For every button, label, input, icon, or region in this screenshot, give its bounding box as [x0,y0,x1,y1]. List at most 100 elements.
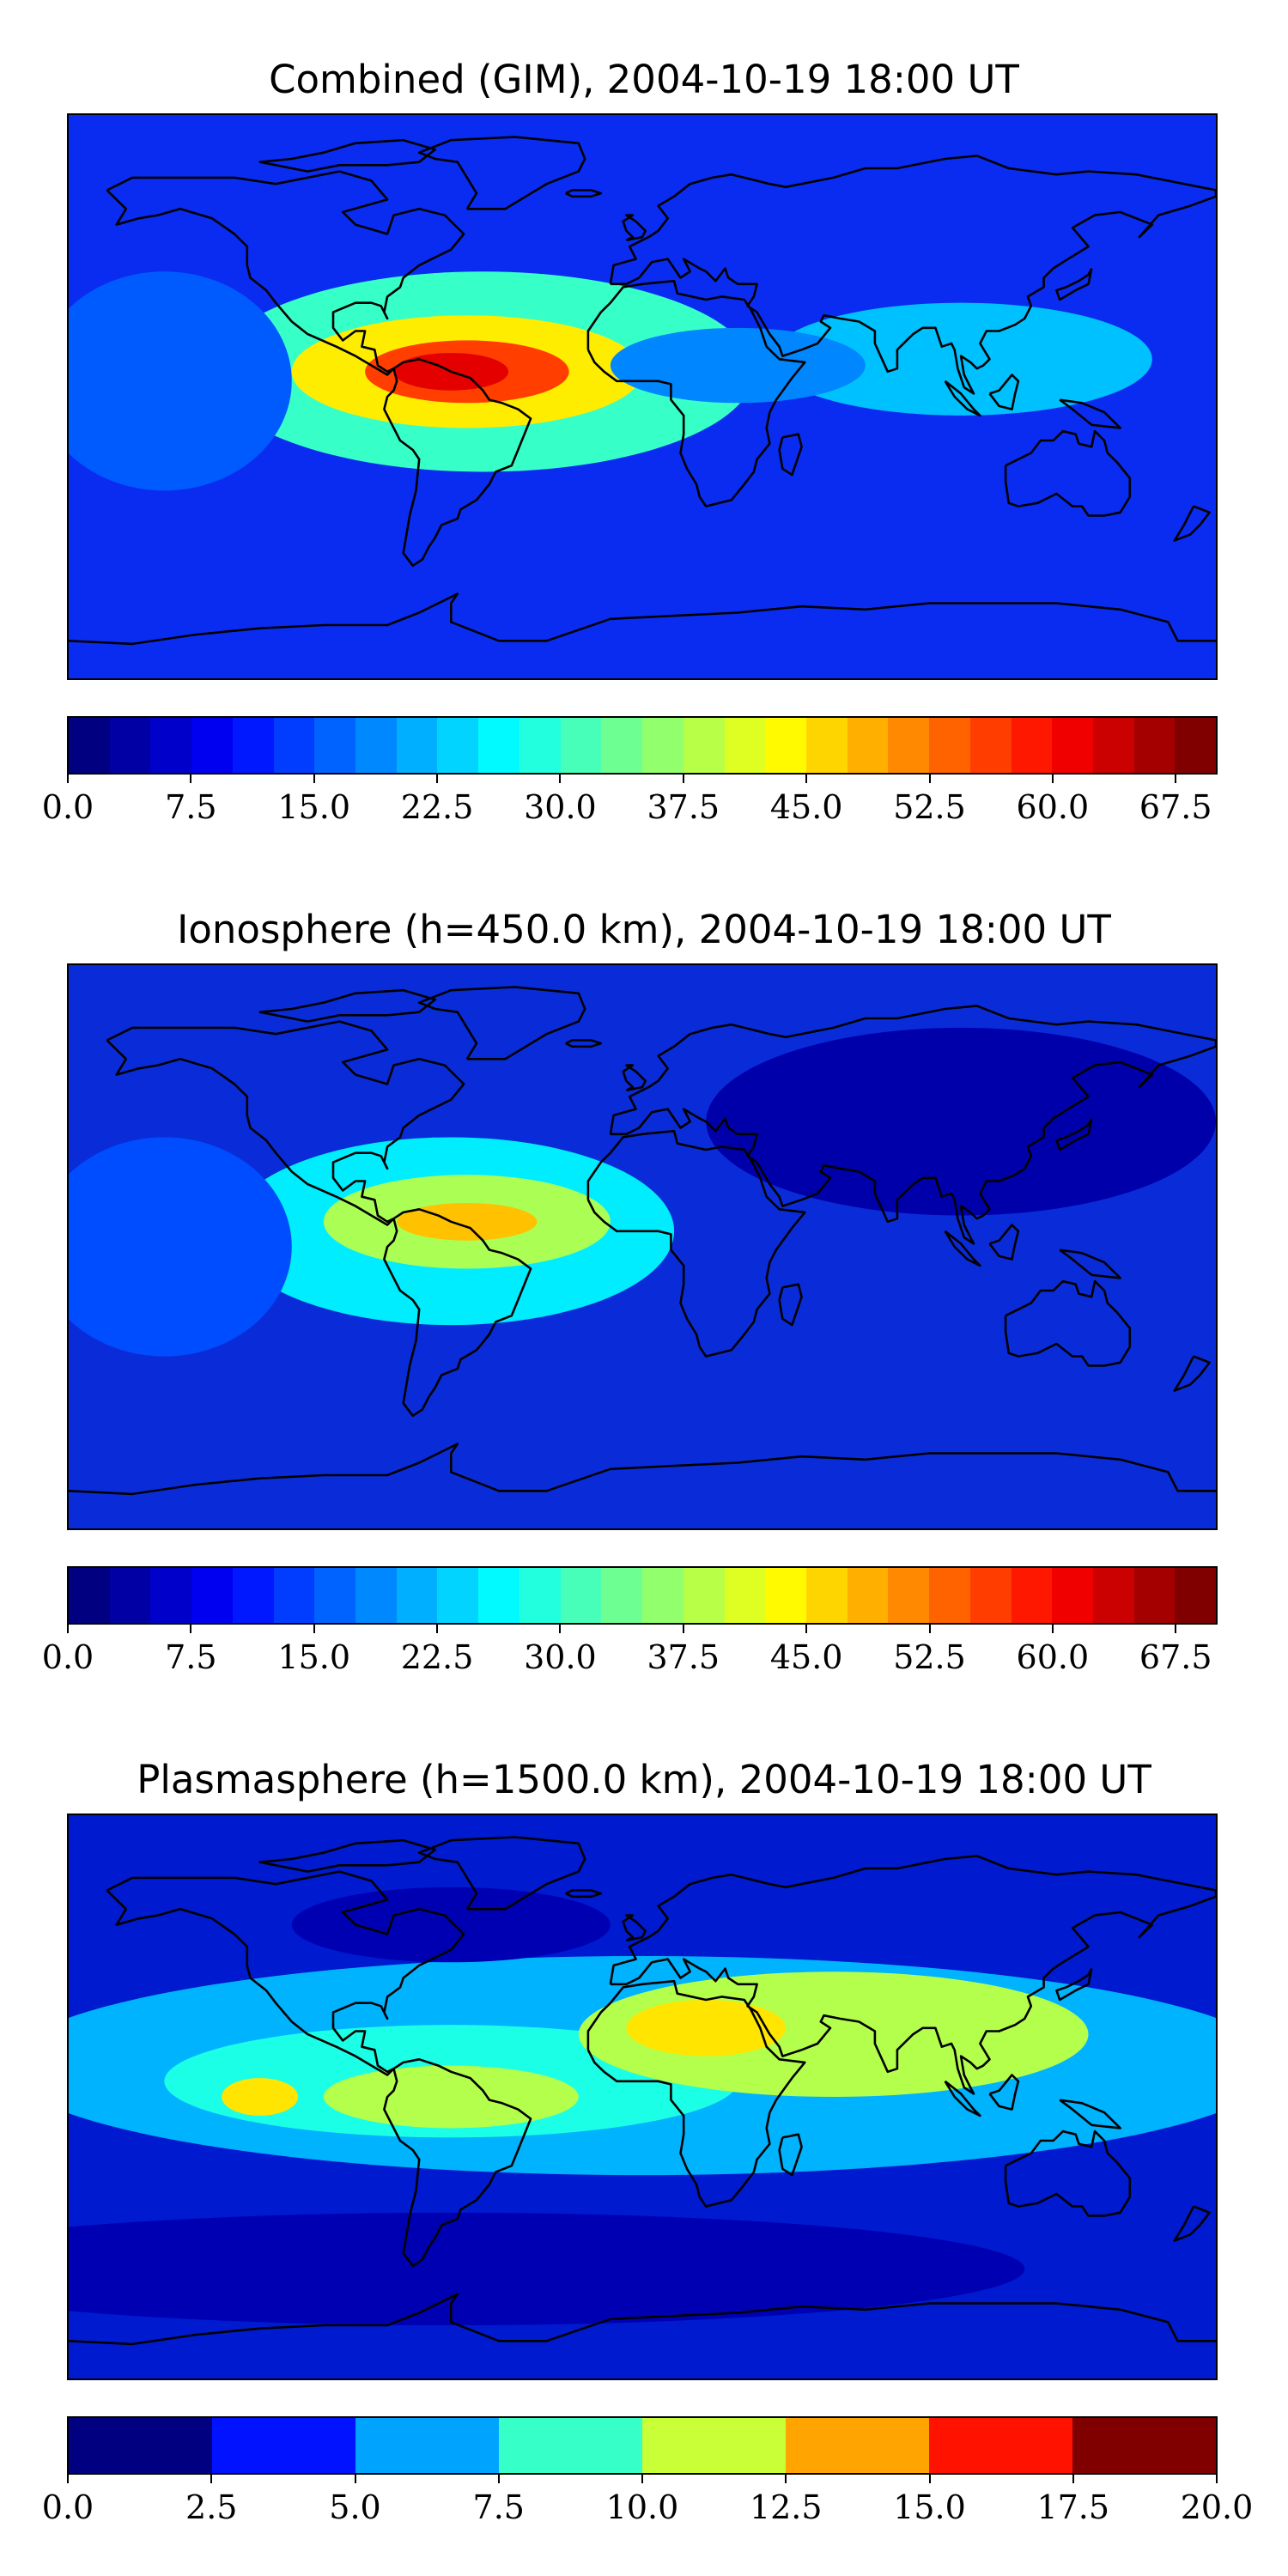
contour-region-6 [69,271,292,491]
coastline-3 [609,1855,1216,2095]
map-plasmasphere [67,1814,1218,2380]
coastline-13 [1059,2099,1121,2129]
colorbar-tick-mark [928,1625,931,1633]
colorbar-tick-label: 67.5 [1139,788,1212,826]
coastline-12 [988,374,1020,410]
coastline-7 [258,138,437,173]
coastline-0 [106,1870,465,2076]
coastline-5 [69,2293,1216,2346]
colorbar-segment [69,718,110,773]
colorbar-segment [191,1568,233,1623]
colorbar-segment [765,1568,806,1623]
colorbar-tick-mark [354,2475,356,2483]
colorbar-tick-label: 52.5 [893,1638,966,1676]
colorbar-tick-mark [436,775,439,783]
coastline-2 [586,1979,806,2208]
contour-region-4 [69,1137,292,1357]
coastline-2 [586,279,806,507]
contour-region-5 [222,2078,299,2116]
colorbar-segment [437,718,479,773]
coastlines [69,136,1216,646]
colorbar-combined [67,716,1218,775]
contour-region-6 [291,1886,611,1963]
colorbar-segment [355,2418,499,2473]
colorbar-tick-mark [497,2475,500,2483]
coastlines [69,986,1216,1496]
coastline-0 [106,170,465,376]
colorbar-tick-mark [805,1625,808,1633]
colorbar-segment [929,1568,970,1623]
colorbar-segment [560,718,602,773]
coastline-4 [1004,1279,1132,1367]
coastline-5 [69,592,1216,646]
coastline-10 [1055,1118,1093,1151]
colorbar-segment [642,718,683,773]
contour-region-4 [626,2000,786,2057]
coastline-13 [1059,398,1121,429]
contour-region-3 [323,2065,579,2129]
colorbar-tick-mark [436,1625,439,1633]
coastline-12 [988,2074,1020,2111]
colorbar-segment [642,1568,683,1623]
colorbar-tick-mark [682,775,684,783]
colorbar-tick-mark [210,2475,213,2483]
colorbar-ticks-combined: 0.0 7.5 15.0 22.5 30.0 37.5 45.0 52.5 60.0 67.5 [42,775,1218,826]
coastline-8 [565,189,603,198]
colorbar-ticks-ionosphere: 0.0 7.5 15.0 22.5 30.0 37.5 45.0 52.5 60.0 67.5 [42,1625,1218,1676]
colorbar-segment [888,718,930,773]
colorbar-tick-label: 22.5 [400,788,474,826]
coastline-2 [586,1129,806,1358]
colorbar-segment [888,1568,930,1623]
colorbar-segment [499,2418,642,2473]
colorbar-tick-mark [67,775,69,783]
coastline-13 [1059,1249,1121,1279]
coastline-1 [383,357,532,568]
colorbar-tick-label: 60.0 [1016,1638,1090,1676]
coastline-14 [778,1283,803,1327]
colorbar-tick-label: 45.0 [769,1638,843,1676]
colorbar-segment [191,718,233,773]
colorbar-segment [969,1568,1012,1623]
colorbar-tick-label: 20.0 [1180,2488,1254,2526]
colorbar-tick-label: 37.5 [647,1638,720,1676]
colorbar-segment [273,1568,315,1623]
coastline-6 [417,136,586,210]
colorbar-tick-label: 0.0 [41,788,94,826]
colorbar-segment [601,718,643,773]
colorbar-segment [109,718,151,773]
colorbar-segment [355,718,397,773]
colorbar-tick-mark [641,2475,643,2483]
colorbar-segment [1175,718,1217,773]
colorbar-tick-mark [785,2475,787,2483]
colorbar-tick-mark [67,2475,69,2483]
colorbar-segment [519,1568,561,1623]
colorbar-segment [437,1568,479,1623]
colorbar-segment [847,1568,889,1623]
colorbar-tick-mark [1175,775,1177,783]
colorbar-segment [765,718,806,773]
colorbar-tick-mark [1072,2475,1074,2483]
colorbar-segment [314,1568,356,1623]
colorbar-segment [69,1568,110,1623]
map-combined [67,113,1218,680]
coastline-9 [622,1064,647,1092]
colorbar-tick-mark [928,775,931,783]
coastline-0 [106,1020,465,1226]
coastline-15 [1173,2205,1211,2242]
colorbar-segment [1011,718,1053,773]
coastline-14 [778,2133,803,2177]
coastline-4 [1004,2129,1132,2217]
colorbar-segment [273,718,315,773]
colorbar-tick-label: 12.5 [749,2488,823,2526]
colorbar-tick-label: 7.5 [472,2488,525,2526]
colorbar-tick-mark [1216,2475,1218,2483]
colorbar-tick-mark [190,775,192,783]
colorbar-tick-mark [805,775,808,783]
colorbar-segment [478,718,519,773]
colorbar-tick-mark [1051,1625,1054,1633]
colorbar-segment [786,2418,929,2473]
colorbar-segment [212,2418,355,2473]
colorbar-tick-mark [67,1625,69,1633]
colorbar-segment [683,1568,725,1623]
colorbar-tick-label: 15.0 [277,1638,351,1676]
